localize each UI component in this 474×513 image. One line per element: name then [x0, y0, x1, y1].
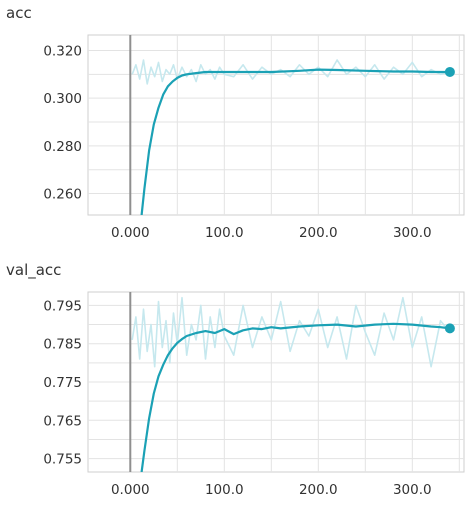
x-tick-label: 0.000 — [111, 225, 150, 241]
y-tick-label: 0.320 — [43, 43, 82, 59]
last-point-marker — [444, 66, 455, 77]
smoothed-series-line — [140, 68, 450, 215]
acc-chart: 0.260 0.280 0.300 0.320 0.000 100.0 200.0 300.0 — [43, 34, 465, 241]
raw-series-line — [131, 296, 451, 368]
x-tick-label: 100.0 — [205, 482, 244, 498]
x-tick-label: 200.0 — [299, 482, 338, 498]
y-tick-label: 0.260 — [43, 187, 82, 203]
x-tick-label: 300.0 — [393, 482, 432, 498]
x-tick-label: 100.0 — [205, 225, 244, 241]
y-tick-label: 0.755 — [43, 452, 82, 468]
x-tick-label: 0.000 — [111, 482, 150, 498]
y-tick-label: 0.300 — [43, 91, 82, 107]
raw-series-line — [131, 59, 451, 85]
y-tick-label: 0.775 — [43, 375, 82, 391]
last-point-marker — [444, 323, 455, 334]
plot-area — [87, 34, 465, 216]
y-tick-label: 0.280 — [43, 139, 82, 155]
x-tick-label: 300.0 — [393, 225, 432, 241]
y-tick-label: 0.765 — [43, 413, 82, 429]
y-tick-label: 0.795 — [43, 298, 82, 314]
smoothed-series-line — [140, 322, 451, 472]
val-acc-chart-panel: val_acc 0.755 0.765 0.775 0.785 0.795 0.000 10… — [0, 257, 474, 513]
x-tick-label: 200.0 — [299, 225, 338, 241]
acc-chart-panel: acc 0.260 0.280 0.300 0.320 0.000 100.0 200.0 3… — [0, 0, 474, 256]
val-acc-chart: 0.755 0.765 0.775 0.785 0.795 0.000 100.0 200.0… — [43, 291, 465, 498]
chart-title: acc — [6, 4, 32, 22]
y-tick-label: 0.785 — [43, 337, 82, 353]
chart-title: val_acc — [6, 261, 62, 279]
